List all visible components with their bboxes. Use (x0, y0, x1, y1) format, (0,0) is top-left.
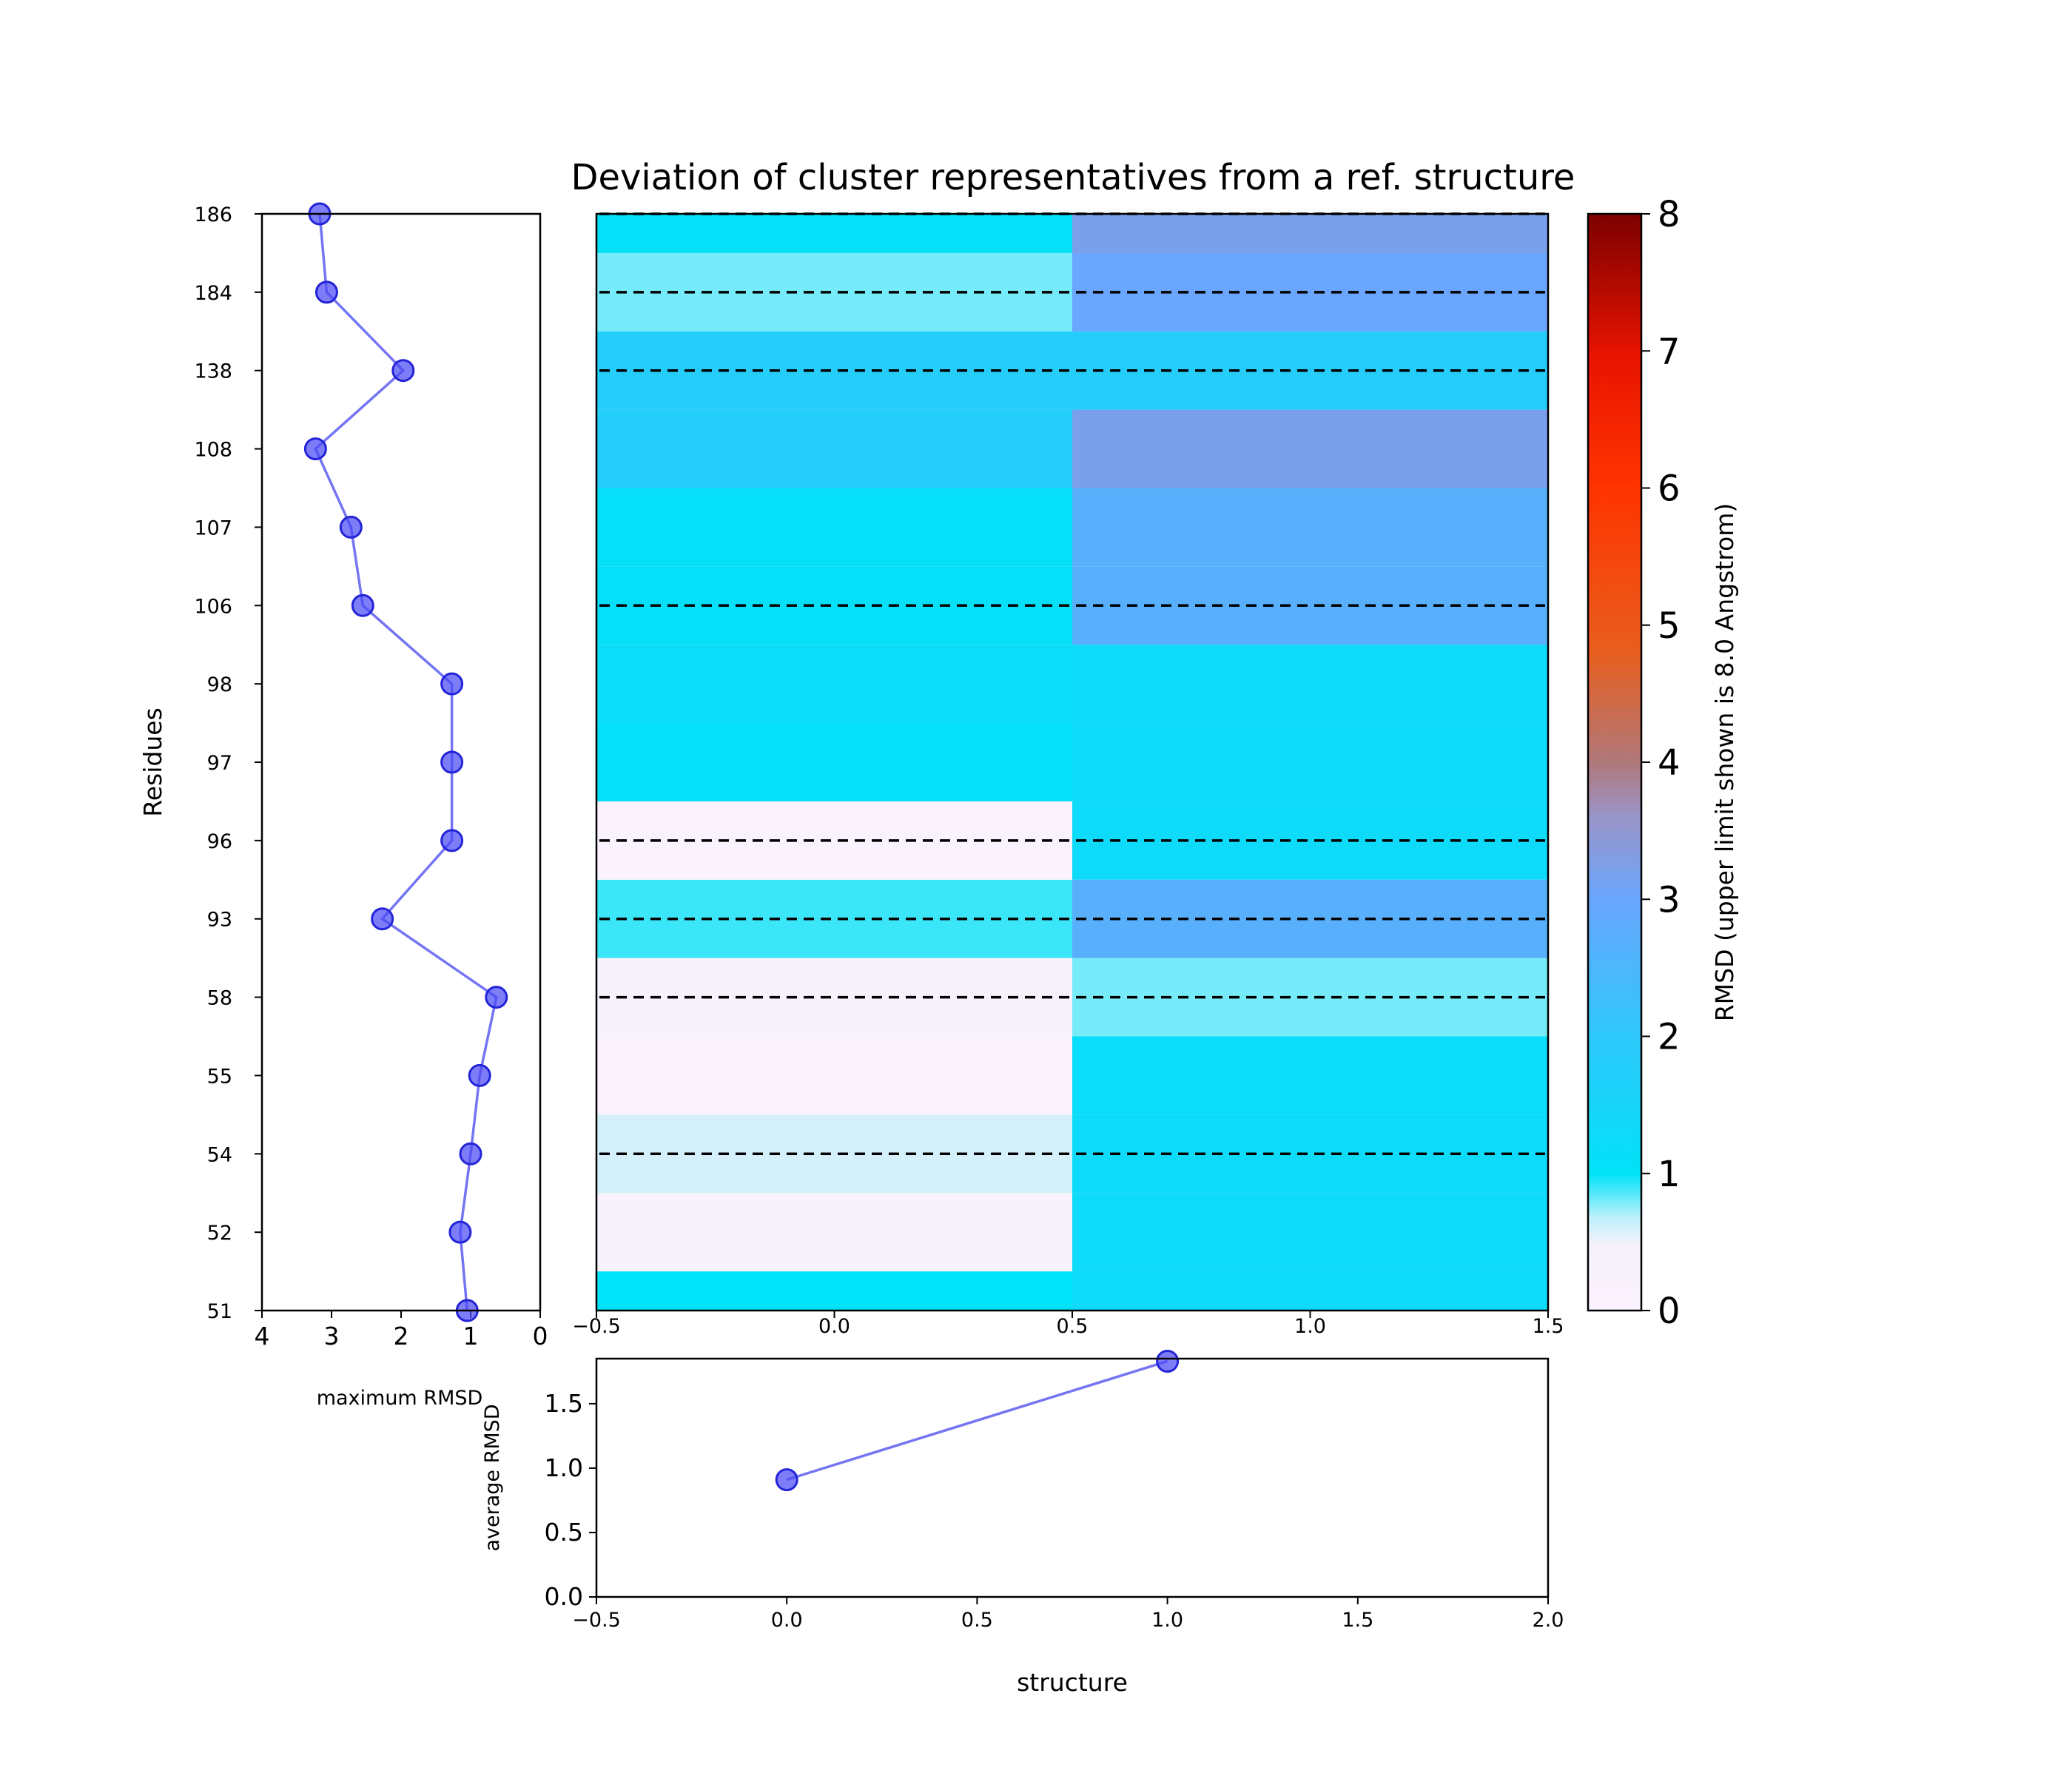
residue-tick-label: 186 (194, 204, 232, 226)
heatmap-x-tick-label: 0.0 (818, 1315, 850, 1338)
max-rmsd-point-107 (339, 515, 363, 539)
max-rmsd-x-tick-label: 0 (533, 1322, 548, 1350)
max-rmsd-point-138 (391, 359, 415, 383)
max-rmsd-point-96 (440, 829, 464, 852)
colorbar-ticks: 0 1 2 3 4 5 6 7 8 (1641, 194, 1681, 1332)
average-rmsd-x-tick-label: −0.5 (572, 1609, 621, 1632)
heatmap-cell-108-1 (1072, 409, 1548, 488)
average-rmsd-ticks: −0.5 0.0 0.5 1.0 1.5 2.00.00.51.01.5 (545, 1389, 1564, 1632)
structure-axis-label: structure (1017, 1668, 1128, 1697)
max-rmsd-axis-label: maximum RMSD (317, 1387, 483, 1410)
residues-axis-label: Residues (138, 707, 167, 816)
heatmap-cells (596, 214, 1548, 1311)
max-rmsd-point-97 (440, 750, 464, 774)
colorbar-tick-label: 4 (1658, 742, 1681, 784)
average-rmsd-panel: −0.5 0.0 0.5 1.0 1.5 2.00.00.51.01.5 average … (481, 1349, 1564, 1697)
colorbar-label: RMSD (upper limit shown is 8.0 Angstrom) (1710, 503, 1739, 1022)
colorbar-tick-label: 2 (1658, 1017, 1681, 1058)
residue-tick-label: 106 (194, 595, 232, 618)
heatmap-x-tick-label: 1.5 (1533, 1315, 1564, 1338)
max-rmsd-point-108 (303, 437, 327, 461)
average-rmsd-x-tick-label: 2.0 (1533, 1609, 1564, 1632)
average-rmsd-axis-label: average RMSD (481, 1404, 504, 1551)
average-rmsd-x-tick-label: 0.5 (961, 1609, 993, 1632)
heatmap-x-tick-label: −0.5 (572, 1315, 621, 1338)
average-rmsd-point-1 (1156, 1349, 1180, 1373)
chart-title: Deviation of cluster representatives fro… (571, 157, 1575, 198)
average-rmsd-line (786, 1359, 1168, 1481)
average-rmsd-x-tick-label: 1.0 (1151, 1609, 1183, 1632)
average-rmsd-x-tick-label: 1.5 (1342, 1609, 1373, 1632)
max-rmsd-point-54 (459, 1142, 482, 1166)
heatmap-cell-52-0 (596, 1193, 1072, 1272)
colorbar: 0 1 2 3 4 5 6 7 8 RMSD (upper limit shown is 8.0… (1587, 194, 1739, 1332)
heatmap-cell-107-1 (1072, 488, 1548, 567)
heatmap-panel: −0.5 0.0 0.5 1.0 1.5 (572, 212, 1564, 1338)
heatmap-cell-55-1 (1072, 1036, 1548, 1115)
max-rmsd-series (303, 202, 508, 1322)
heatmap-cell-108-0 (596, 409, 1072, 488)
max-rmsd-x-tick-label: 3 (324, 1322, 340, 1350)
heatmap-frame (595, 212, 1550, 1312)
residue-tick-label: 107 (194, 517, 232, 539)
heatmap-cell-97-1 (1072, 723, 1548, 801)
heatmap-cell-107-0 (596, 488, 1072, 567)
max-rmsd-x-tick-label: 2 (394, 1322, 409, 1350)
max-rmsd-point-106 (351, 593, 374, 617)
colorbar-tick-label: 0 (1658, 1291, 1681, 1332)
max-rmsd-point-184 (314, 280, 338, 304)
heatmap-dashed-rows (599, 212, 1545, 1156)
colorbar-tick-label: 7 (1658, 331, 1681, 372)
max-rmsd-point-58 (485, 986, 508, 1009)
heatmap-cell-98-0 (596, 645, 1072, 724)
colorbar-gradient (1588, 214, 1641, 1311)
residue-tick-label: 108 (194, 439, 232, 462)
heatmap-cell-186-1 (1072, 214, 1548, 253)
average-rmsd-series (775, 1349, 1180, 1492)
heatmap-cell-52-1 (1072, 1193, 1548, 1272)
average-rmsd-y-tick-label: 1.5 (545, 1389, 583, 1418)
colorbar-tick-label: 6 (1658, 468, 1681, 510)
average-rmsd-y-tick-label: 0.0 (545, 1582, 583, 1611)
residue-tick-label: 97 (207, 752, 232, 775)
heatmap-cell-55-0 (596, 1036, 1072, 1115)
residue-tick-label: 51 (207, 1300, 232, 1323)
average-rmsd-y-tick-label: 1.0 (545, 1453, 583, 1482)
colorbar-tick-label: 3 (1658, 879, 1681, 921)
heatmap-cell-97-0 (596, 723, 1072, 801)
max-rmsd-x-tick-label: 1 (463, 1322, 479, 1350)
colorbar-tick-label: 8 (1658, 194, 1681, 235)
heatmap-cell-186-0 (596, 214, 1072, 253)
residue-tick-label: 52 (207, 1222, 232, 1245)
residue-tick-label: 54 (207, 1143, 232, 1166)
residue-tick-label: 98 (207, 673, 232, 696)
max-rmsd-panel: 4 3 2 1 0 51 52 54 55 58 93 96 97 98 106 107 108 138 184 18… (138, 202, 548, 1410)
heatmap-cell-98-1 (1072, 645, 1548, 724)
max-rmsd-ticks: 4 3 2 1 0 51 52 54 55 58 93 96 97 98 106 107 108 138 184 18… (194, 204, 548, 1350)
residue-tick-label: 138 (194, 360, 232, 383)
heatmap-x-tick-label: 1.0 (1294, 1315, 1326, 1338)
max-rmsd-frame (260, 212, 542, 1312)
heatmap-cell-51-1 (1072, 1271, 1548, 1311)
colorbar-tick-label: 5 (1658, 605, 1681, 647)
max-rmsd-point-52 (448, 1220, 472, 1244)
residue-tick-label: 93 (207, 909, 232, 932)
heatmap-x-ticks: −0.5 0.0 0.5 1.0 1.5 (572, 1311, 1564, 1338)
max-rmsd-x-tick-label: 4 (255, 1322, 270, 1350)
max-rmsd-point-98 (440, 672, 464, 696)
residue-tick-label: 96 (207, 830, 232, 853)
residue-tick-label: 55 (207, 1065, 232, 1088)
average-rmsd-x-tick-label: 0.0 (771, 1609, 803, 1632)
average-rmsd-y-tick-label: 0.5 (545, 1518, 583, 1547)
heatmap-x-tick-label: 0.5 (1057, 1315, 1089, 1338)
residue-tick-label: 58 (207, 987, 232, 1010)
residue-tick-label: 184 (194, 282, 232, 305)
max-rmsd-point-93 (371, 907, 394, 931)
average-rmsd-frame (595, 1357, 1550, 1598)
average-rmsd-point-0 (775, 1468, 798, 1492)
heatmap-cell-51-0 (596, 1271, 1072, 1311)
max-rmsd-point-55 (468, 1063, 491, 1087)
colorbar-tick-label: 1 (1658, 1154, 1681, 1195)
